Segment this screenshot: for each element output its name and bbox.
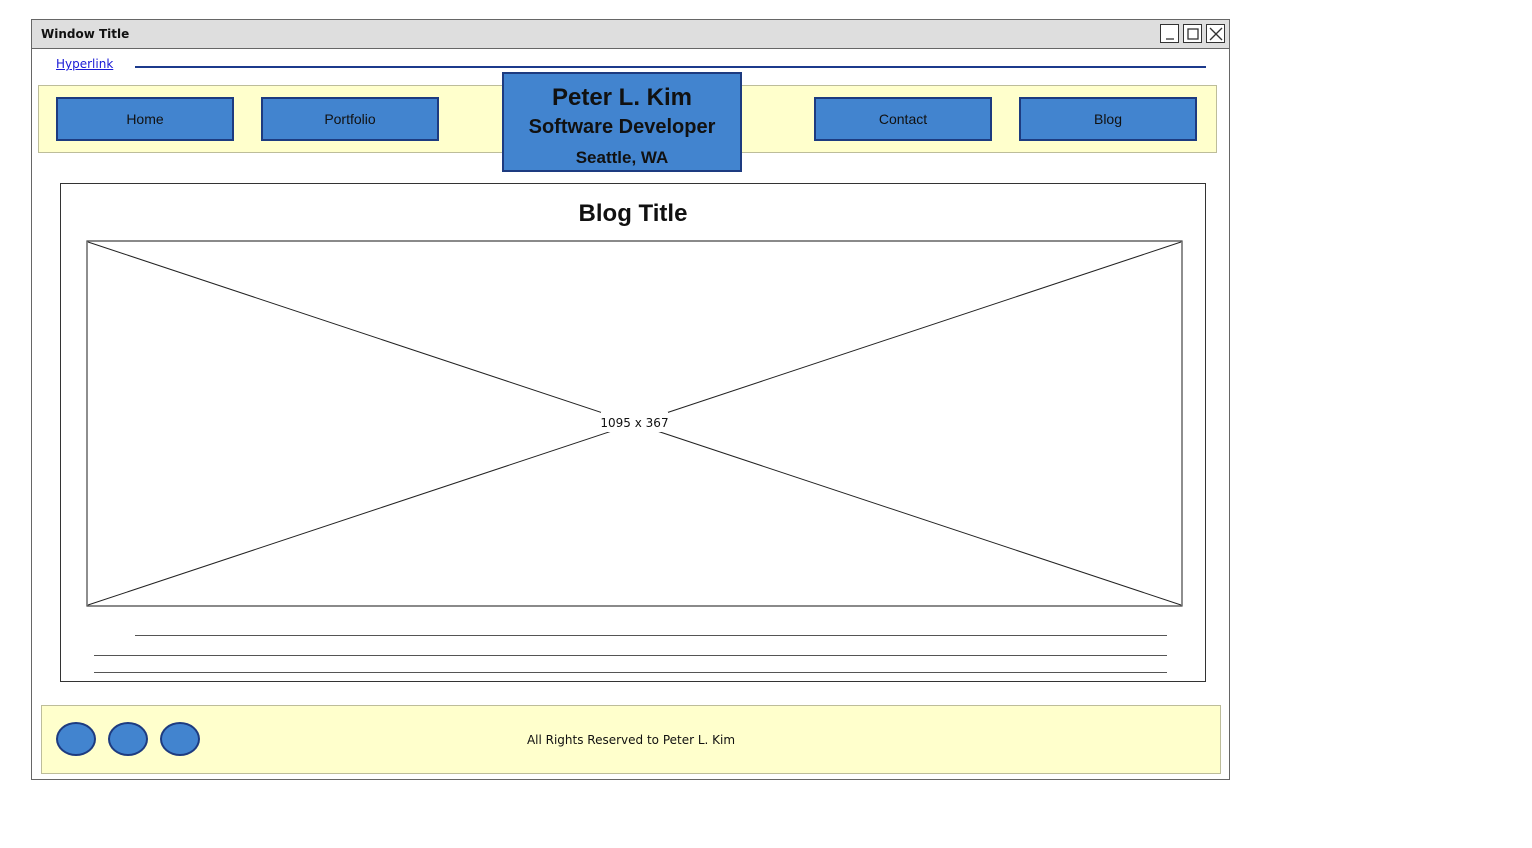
- identity-banner: Peter L. Kim Software Developer Seattle,…: [502, 72, 742, 172]
- minimize-icon[interactable]: [1160, 24, 1179, 43]
- footer-bar: All Rights Reserved to Peter L. Kim: [41, 705, 1221, 774]
- window-title: Window Title: [41, 27, 129, 41]
- text-line: [94, 655, 1167, 656]
- hyperlink[interactable]: Hyperlink: [56, 57, 113, 71]
- app-window: Window Title Hyperlink Home Portfolio Co…: [31, 19, 1230, 780]
- author-name: Peter L. Kim: [504, 84, 740, 112]
- nav-blog-button[interactable]: Blog: [1019, 97, 1197, 141]
- blog-post-panel: Blog Title 1095 x 367: [60, 183, 1206, 682]
- author-location: Seattle, WA: [504, 148, 740, 168]
- copyright-text: All Rights Reserved to Peter L. Kim: [42, 733, 1220, 747]
- text-line: [135, 635, 1167, 636]
- close-icon[interactable]: [1206, 24, 1225, 43]
- blog-title: Blog Title: [61, 200, 1205, 228]
- nav-home-button[interactable]: Home: [56, 97, 234, 141]
- author-role: Software Developer: [504, 116, 740, 139]
- nav-portfolio-button[interactable]: Portfolio: [261, 97, 439, 141]
- header-divider: [135, 66, 1206, 68]
- nav-contact-button[interactable]: Contact: [814, 97, 992, 141]
- title-bar[interactable]: Window Title: [32, 20, 1229, 49]
- maximize-icon[interactable]: [1183, 24, 1202, 43]
- image-dimensions-label: 1095 x 367: [86, 416, 1183, 430]
- image-placeholder: 1095 x 367: [86, 240, 1183, 608]
- text-line: [94, 672, 1167, 673]
